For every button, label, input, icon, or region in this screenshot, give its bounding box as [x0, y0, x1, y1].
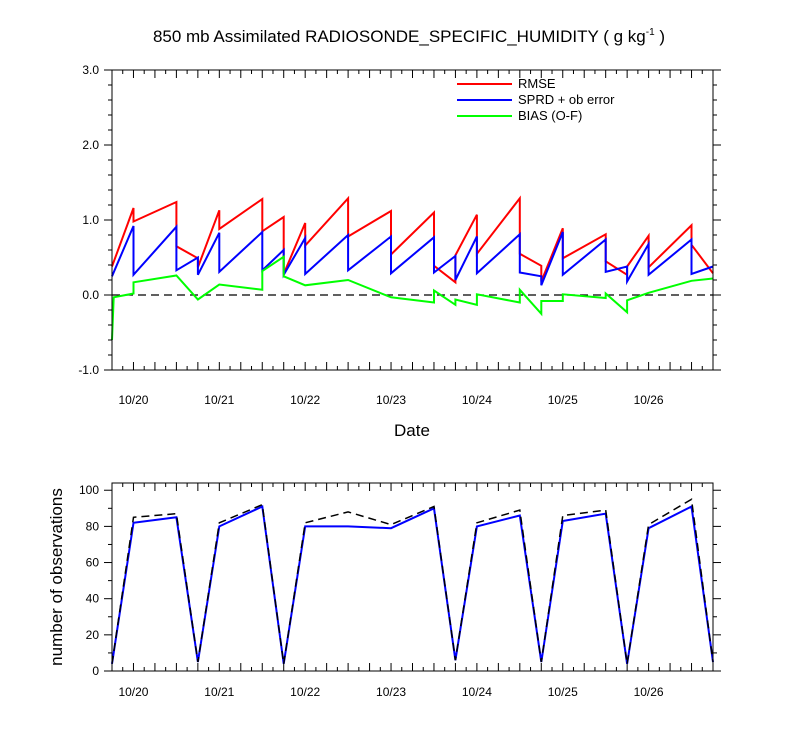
bottom-y-tick-label: 0 [92, 664, 99, 678]
bottom-y-tick-label: 100 [79, 483, 99, 497]
top-x-tick-label: 10/21 [204, 393, 234, 407]
top-x-tick-label: 10/25 [548, 393, 578, 407]
top-x-axis-title: Date [394, 421, 430, 440]
top-x-tick-label: 10/20 [118, 393, 148, 407]
top-plot-frame [111, 69, 714, 371]
bottom-x-tick-label: 10/24 [462, 685, 492, 699]
bottom-ticks-layer: 10/20 10/21 10/22 10/23 10/24 10/25 10/26 0 20 40… [79, 483, 721, 699]
chart-title: 850 mb Assimilated RADIOSONDE_SPECIFIC_H… [153, 27, 665, 46]
series-line-sprd [111, 224, 714, 286]
bottom-series-layer [111, 498, 714, 664]
bottom-x-tick-label: 10/23 [376, 685, 406, 699]
obs-series-line-used [111, 504, 714, 664]
obs-series-line-possible [111, 498, 714, 664]
bottom-x-tick-label: 10/22 [290, 685, 320, 699]
top-x-tick-label: 10/24 [462, 393, 492, 407]
bottom-y-tick-label: 80 [86, 519, 100, 533]
legend-label: BIAS (O-F) [518, 108, 582, 123]
bottom-plot-frame [111, 482, 714, 672]
bottom-y-tick-label: 60 [86, 556, 100, 570]
bottom-x-tick-label: 10/25 [548, 685, 578, 699]
bottom-chart: 10/20 10/21 10/22 10/23 10/24 10/25 10/26 0 20 40… [47, 482, 721, 699]
bottom-y-tick-label: 40 [86, 592, 100, 606]
top-y-tick-label: 0.0 [82, 288, 99, 302]
legend-label: RMSE [518, 76, 556, 91]
bottom-y-tick-label: 20 [86, 628, 100, 642]
top-x-tick-label: 10/23 [376, 393, 406, 407]
bottom-x-tick-label: 10/20 [118, 685, 148, 699]
top-y-tick-label: 1.0 [82, 213, 99, 227]
chart-title-suffix: ) [655, 27, 665, 46]
top-ticks-layer: 10/20 10/21 10/22 10/23 10/24 10/25 10/26 -1.0 0… [78, 63, 721, 407]
series-line-bias [111, 254, 714, 341]
chart-title-main: 850 mb Assimilated RADIOSONDE_SPECIFIC_H… [153, 27, 646, 46]
top-x-tick-label: 10/22 [290, 393, 320, 407]
top-y-tick-label: 2.0 [82, 138, 99, 152]
bottom-x-tick-label: 10/26 [634, 685, 664, 699]
top-x-tick-label: 10/26 [634, 393, 664, 407]
bottom-x-tick-label: 10/21 [204, 685, 234, 699]
legend-label: SPRD + ob error [518, 92, 615, 107]
chart-title-superscript: -1 [646, 27, 655, 38]
top-y-tick-label: -1.0 [78, 363, 99, 377]
top-chart: 10/20 10/21 10/22 10/23 10/24 10/25 10/26 -1.0 0… [78, 63, 721, 440]
series-line-rmse [111, 195, 714, 285]
bottom-y-axis-title: number of observations [47, 488, 66, 666]
top-series-layer [111, 195, 714, 341]
top-y-tick-label: 3.0 [82, 63, 99, 77]
